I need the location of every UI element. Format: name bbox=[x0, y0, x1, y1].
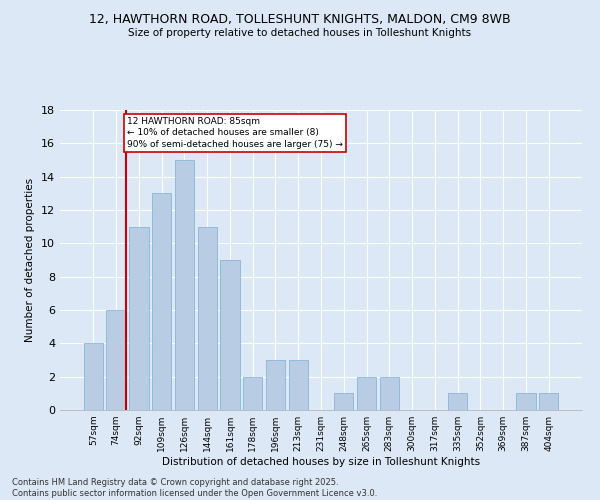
Bar bbox=[448, 394, 467, 410]
Bar bbox=[152, 194, 172, 410]
Bar bbox=[516, 394, 536, 410]
Bar bbox=[243, 376, 262, 410]
X-axis label: Distribution of detached houses by size in Tolleshunt Knights: Distribution of detached houses by size … bbox=[162, 457, 480, 467]
Bar bbox=[539, 394, 558, 410]
Text: Size of property relative to detached houses in Tolleshunt Knights: Size of property relative to detached ho… bbox=[128, 28, 472, 38]
Bar bbox=[289, 360, 308, 410]
Bar bbox=[334, 394, 353, 410]
Bar bbox=[106, 310, 126, 410]
Text: 12 HAWTHORN ROAD: 85sqm
← 10% of detached houses are smaller (8)
90% of semi-det: 12 HAWTHORN ROAD: 85sqm ← 10% of detache… bbox=[127, 116, 343, 150]
Bar bbox=[175, 160, 194, 410]
Bar bbox=[266, 360, 285, 410]
Text: 12, HAWTHORN ROAD, TOLLESHUNT KNIGHTS, MALDON, CM9 8WB: 12, HAWTHORN ROAD, TOLLESHUNT KNIGHTS, M… bbox=[89, 12, 511, 26]
Bar bbox=[129, 226, 149, 410]
Y-axis label: Number of detached properties: Number of detached properties bbox=[25, 178, 35, 342]
Bar bbox=[220, 260, 239, 410]
Text: Contains HM Land Registry data © Crown copyright and database right 2025.
Contai: Contains HM Land Registry data © Crown c… bbox=[12, 478, 377, 498]
Bar bbox=[357, 376, 376, 410]
Bar bbox=[197, 226, 217, 410]
Bar bbox=[84, 344, 103, 410]
Bar bbox=[380, 376, 399, 410]
